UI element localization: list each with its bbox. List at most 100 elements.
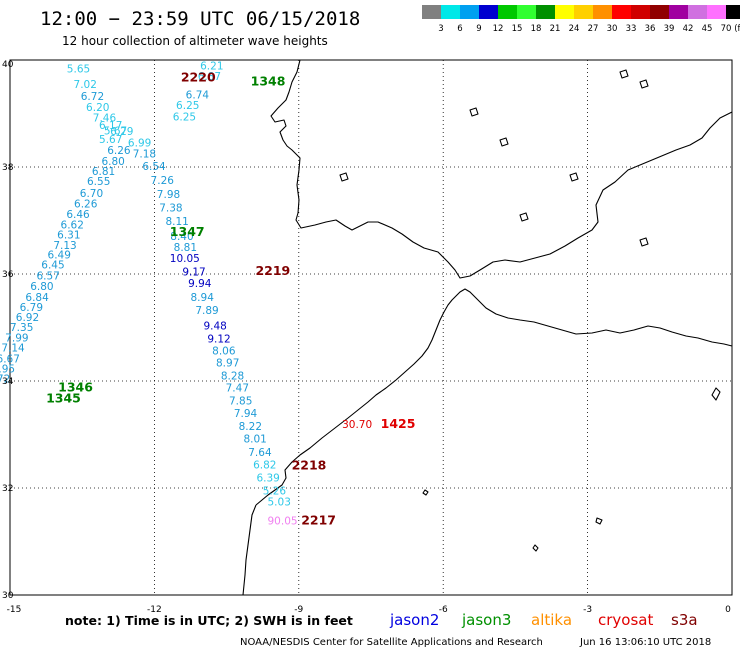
lake-small-7 bbox=[639, 237, 649, 247]
wave-height-label: 7.18 bbox=[133, 148, 156, 160]
pass-time-label: 2219 bbox=[255, 263, 290, 278]
pass-time-label: 2217 bbox=[301, 512, 336, 527]
color-scale-label: 36 bbox=[645, 24, 656, 34]
lon-tick-label: -6 bbox=[439, 605, 448, 615]
wave-height-label: 6.62 bbox=[61, 220, 84, 232]
wave-height-label: 6.87 bbox=[198, 71, 221, 83]
color-scale-swatch bbox=[650, 5, 669, 19]
map-subtitle: 12 hour collection of altimeter wave hei… bbox=[62, 34, 328, 48]
wave-height-label: 8.28 bbox=[221, 370, 244, 382]
wave-height-labels: 5.65 6.216.87 7.02 6.74 6.72 6.25 6.20 6.25 7.46… bbox=[0, 61, 372, 528]
wave-height-label: 8.40 bbox=[170, 231, 193, 243]
africa-coastline bbox=[255, 288, 733, 506]
color-scale-label: 12 bbox=[493, 24, 504, 34]
wave-height-label: 6.20 bbox=[86, 102, 109, 114]
wave-height-label: 7.26 bbox=[151, 175, 175, 187]
mission-altika: altika bbox=[531, 611, 572, 629]
color-scale-label: 21 bbox=[550, 24, 561, 34]
lat-tick-label: 34 bbox=[2, 377, 14, 387]
wave-height-label: 6.54 bbox=[142, 161, 166, 173]
wave-height-label: 7.35 bbox=[10, 322, 33, 334]
pass-time-label: 1345 bbox=[46, 390, 81, 405]
lake-small-10 bbox=[532, 544, 539, 552]
color-scale-swatch bbox=[688, 5, 707, 19]
wave-height-label: 6.25 bbox=[173, 111, 196, 123]
lat-tick-label: 38 bbox=[2, 163, 14, 173]
lat-tick-label: 36 bbox=[2, 270, 14, 280]
color-scale-swatch bbox=[574, 5, 593, 19]
lake-small-3 bbox=[469, 107, 479, 117]
color-scale-swatch bbox=[707, 5, 726, 19]
color-scale-swatch bbox=[631, 5, 650, 19]
wave-height-label: 9.94 bbox=[188, 278, 212, 290]
color-scale-swatch bbox=[726, 5, 740, 19]
lon-tick-label: 0 bbox=[725, 605, 731, 615]
wave-height-label: 6.67 bbox=[0, 353, 20, 365]
wave-height-label: 6.95 bbox=[0, 363, 15, 375]
lake-small-8 bbox=[339, 172, 349, 182]
mission-legend: jason2 jason3 altika cryosat s3a bbox=[389, 611, 698, 629]
wave-height-label: 6.84 bbox=[25, 292, 49, 304]
lake-small-9 bbox=[711, 387, 721, 401]
plot-frame bbox=[9, 59, 733, 596]
wave-height-label: 6.81 bbox=[92, 166, 115, 178]
color-scale-swatch bbox=[441, 5, 460, 19]
wave-height-label: 6.74 bbox=[186, 90, 210, 102]
color-scale-swatch bbox=[612, 5, 631, 19]
color-scale-swatch bbox=[555, 5, 574, 19]
map-title: 12:00 − 23:59 UTC 06/15/2018 bbox=[40, 8, 360, 30]
pass-time-label: 1347 bbox=[170, 224, 205, 239]
wave-height-label: 6.49 bbox=[48, 249, 71, 261]
wave-height-label: 6.55 bbox=[87, 176, 110, 188]
lake-small-5 bbox=[569, 172, 579, 182]
mission-jason2: jason2 bbox=[389, 611, 439, 629]
wave-height-label: 6.25 bbox=[176, 100, 199, 112]
wave-height-label: 7.38 bbox=[159, 202, 182, 214]
wave-height-label: 7.94 bbox=[234, 408, 258, 420]
mission-cryosat: cryosat bbox=[598, 611, 653, 629]
color-scale-label: 42 bbox=[683, 24, 694, 34]
color-scale-label: 9 bbox=[476, 24, 481, 34]
wave-height-label: 9.12 bbox=[207, 333, 230, 345]
wave-height-label: 90.05 bbox=[268, 515, 298, 527]
pass-time-label: 2218 bbox=[292, 457, 327, 472]
pass-time-label: 2220 bbox=[181, 69, 216, 84]
wave-height-label: 7.98 bbox=[157, 189, 180, 201]
wave-height-label: 6.46 bbox=[66, 209, 90, 221]
africa-coastline-south bbox=[242, 504, 257, 596]
color-scale-swatch bbox=[593, 5, 612, 19]
wave-height-label: 9.48 bbox=[203, 321, 226, 333]
wave-height-label: 8.01 bbox=[243, 434, 266, 446]
color-scale-label: 24 bbox=[569, 24, 580, 34]
color-scale-label: 39 bbox=[664, 24, 675, 34]
color-scale-label: 27 bbox=[588, 24, 599, 34]
wave-height-label: 6.80 bbox=[101, 156, 124, 168]
color-scale-swatch bbox=[460, 5, 479, 19]
wave-height-label: 6.72 bbox=[81, 91, 104, 103]
pass-time-label: 1346 bbox=[58, 380, 93, 395]
wave-height-label: 6.31 bbox=[57, 230, 80, 242]
color-scale-label: 15 bbox=[512, 24, 523, 34]
wave-height-label: 5.65 bbox=[67, 63, 90, 75]
color-scale-swatch bbox=[517, 5, 536, 19]
wave-height-label: 6.80 bbox=[30, 281, 53, 293]
wave-height-label: 6.26 bbox=[74, 199, 98, 211]
wave-height-label: 6.99 bbox=[128, 138, 151, 150]
wave-height-label: 5.67 bbox=[104, 125, 127, 137]
timestamp-text: Jun 16 13:06:10 UTC 2018 bbox=[579, 637, 711, 648]
wave-height-label: 6.70 bbox=[80, 188, 103, 200]
wave-height-label: 9.17 bbox=[182, 267, 205, 279]
wave-height-label: 6.57 bbox=[36, 270, 59, 282]
footer-note: note: 1) Time is in UTC; 2) SWH is in fe… bbox=[65, 613, 353, 628]
wave-height-label: 5.72 bbox=[0, 374, 10, 386]
wave-height-label: 6.17 bbox=[99, 120, 122, 132]
color-scale-swatch bbox=[422, 5, 441, 19]
lat-lon-grid bbox=[10, 60, 732, 595]
lake-small-6 bbox=[519, 212, 529, 222]
wave-height-label: 7.46 bbox=[93, 113, 117, 125]
wave-height-label: 8.11 bbox=[165, 216, 188, 228]
color-scale-swatch bbox=[669, 5, 688, 19]
